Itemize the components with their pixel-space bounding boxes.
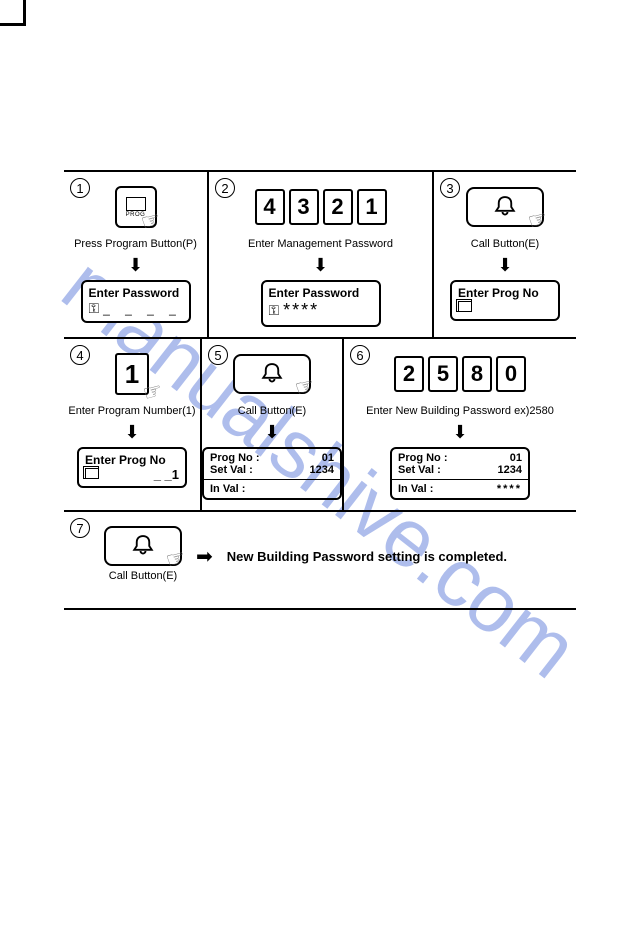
screen-title: Enter Prog No [458,286,552,300]
setval-value: 1234 [310,464,334,476]
arrow-down-icon: ⬇ [124,423,139,441]
hand-icon: ☞ [138,206,164,236]
arrow-down-icon: ⬇ [264,423,279,441]
lcd-screen: Enter Prog No _ _1 [77,447,187,488]
lcd-screen: Enter Prog No [450,280,560,321]
completion-text: New Building Password setting is complet… [227,549,507,564]
step-caption: Press Program Button(P) [74,238,197,250]
step-caption: Call Button(E) [109,570,177,582]
lcd-screen: Enter Password ⚿**** [261,280,381,327]
step-number: 3 [440,178,460,198]
step-3: 3 ☞ Call Button(E) ⬇ Enter Prog No [434,172,576,337]
keypad-keys: 4 3 2 1 [253,180,389,234]
row-2: 4 1 ☞ Enter Program Number(1) ⬇ Enter Pr… [64,337,576,510]
program-button-icon: PROG ☞ [115,180,157,234]
progno-label: Prog No : [210,452,260,464]
row-3: 7 ☞ Call Button(E) ➡ New Building Passwo… [64,510,576,608]
screen-title: Enter Password [89,286,183,300]
cards-icon [85,468,99,479]
key-digit: 0 [496,356,526,392]
lcd-screen-multi: Prog No : 01 Set Val : 1234 In Val : [202,447,342,500]
step-caption: Enter Program Number(1) [68,405,195,417]
arrow-down-icon: ⬇ [128,256,143,274]
bell-icon [128,533,158,559]
step-number: 6 [350,345,370,365]
cards-icon [458,301,472,312]
bell-icon [257,361,287,387]
step-caption: Call Button(E) [238,405,306,417]
step-caption: Enter Management Password [248,238,393,250]
page-corner-fold [0,0,26,26]
hand-icon: ☞ [525,205,551,235]
setval-value: 1234 [498,464,522,476]
key-icon: ⚿ [269,302,280,319]
step-number: 1 [70,178,90,198]
setval-label: Set Val : [210,464,253,476]
key-icon: ⚿ [89,300,100,317]
step-1: 1 PROG ☞ Press Program Button(P) ⬇ Enter… [64,172,209,337]
key-digit: 8 [462,356,492,392]
progno-value: 01 [510,452,522,464]
screen-stars: **** [283,300,319,321]
setval-label: Set Val : [398,464,441,476]
step-caption: Enter New Building Password ex)2580 [366,405,554,417]
call-button-icon: ☞ [466,180,544,234]
keypad-key: 1 ☞ [113,347,151,401]
hand-icon: ☞ [140,377,166,407]
step-number: 5 [208,345,228,365]
key-digit: 2 [394,356,424,392]
step-caption: Call Button(E) [471,238,539,250]
row-1: 1 PROG ☞ Press Program Button(P) ⬇ Enter… [64,172,576,337]
inval-label: In Val : [210,483,245,495]
instruction-diagram: 1 PROG ☞ Press Program Button(P) ⬇ Enter… [64,170,576,610]
key-digit: 5 [428,356,458,392]
arrow-down-icon: ⬇ [452,423,467,441]
lcd-screen: Enter Password ⚿_ _ _ _ [81,280,191,323]
arrow-down-icon: ⬇ [313,256,328,274]
steps-grid: 1 PROG ☞ Press Program Button(P) ⬇ Enter… [64,170,576,610]
step-5: 5 ☞ Call Button(E) ⬇ Prog No : 01 Set Val… [202,339,344,510]
key-digit: 3 [289,189,319,225]
lcd-screen-multi: Prog No : 01 Set Val : 1234 In Val : **** [390,447,530,500]
screen-title: Enter Password [269,286,373,300]
key-digit: 4 [255,189,285,225]
call-button-icon: ☞ [104,526,182,566]
call-button-icon: ☞ [233,347,311,401]
inval-label: In Val : [398,483,433,495]
screen-value: _ _1 [154,467,179,482]
step-number: 7 [70,518,90,538]
inval-value: **** [497,483,522,495]
screen-dashes: _ _ _ _ [103,302,182,316]
progno-value: 01 [322,452,334,464]
screen-title: Enter Prog No [85,453,179,467]
hand-icon: ☞ [292,372,318,402]
step-4: 4 1 ☞ Enter Program Number(1) ⬇ Enter Pr… [64,339,202,510]
progno-label: Prog No : [398,452,448,464]
step-number: 2 [215,178,235,198]
keypad-keys: 2 5 8 0 [392,347,528,401]
step-6: 6 2 5 8 0 Enter New Building Password ex… [344,339,576,510]
arrow-right-icon: ➡ [196,544,213,569]
key-digit: 1 [357,189,387,225]
step-number: 4 [70,345,90,365]
bell-icon [490,194,520,220]
key-digit: 2 [323,189,353,225]
step-2: 2 4 3 2 1 Enter Management Password ⬇ En… [209,172,434,337]
step-7: 7 ☞ Call Button(E) ➡ New Building Passwo… [64,512,576,608]
arrow-down-icon: ⬇ [497,256,512,274]
